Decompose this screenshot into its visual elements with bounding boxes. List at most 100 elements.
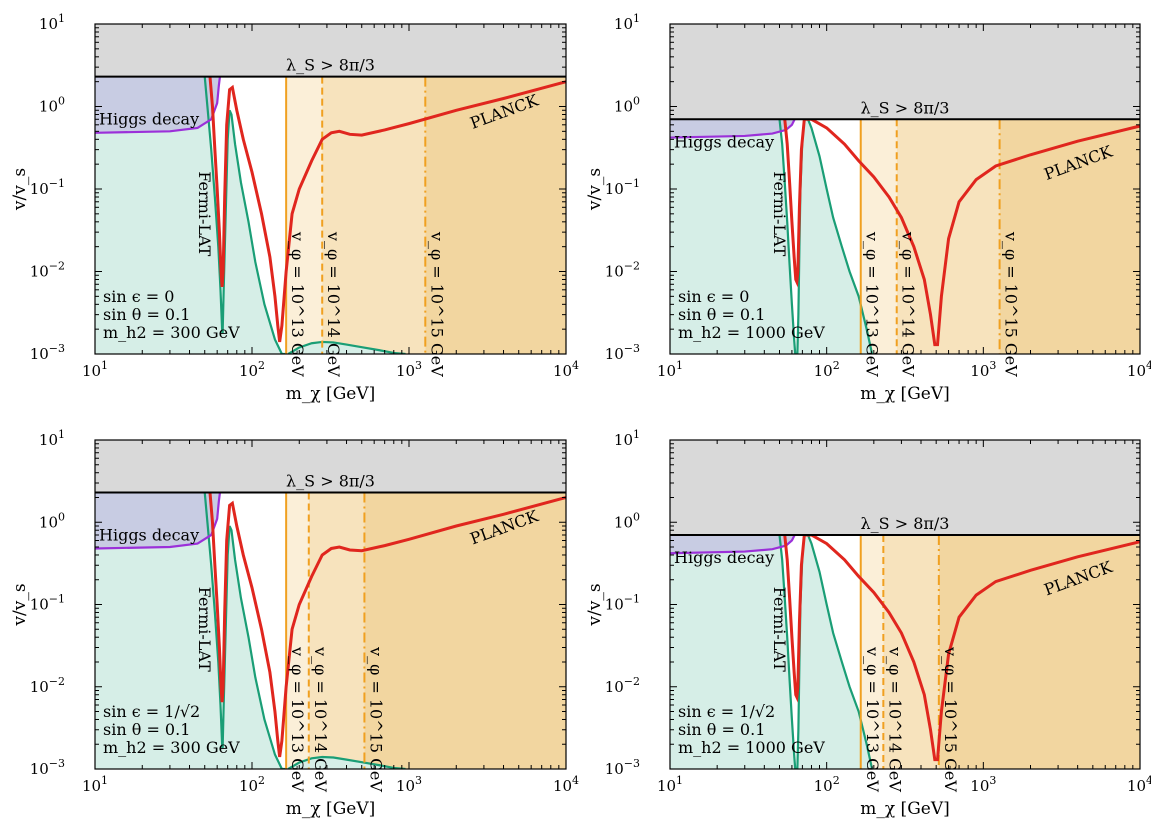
fermi-lat-region-right [288,756,406,769]
y-tick-exponent: −2 [49,675,65,688]
x-tick-exponent: 3 [415,774,422,787]
band-vphi-13-14 [860,119,897,354]
higgs-decay-region [95,76,220,133]
parameter-annotation: sin ϵ = 0 [678,287,749,306]
x-tick-label: 104 [553,359,579,380]
perturbativity-region [95,24,566,77]
y-tick-label: 10−1 [30,593,65,614]
y-tick-label: 101 [614,12,640,33]
x-tick-label: 103 [970,774,996,795]
x-tick-exponent: 2 [833,359,840,372]
y-tick-label: 10−2 [30,260,65,281]
x-tick-exponent: 4 [572,359,579,372]
x-tick-label: 104 [553,774,579,795]
parameter-annotation: m_h2 = 1000 GeV [678,738,825,757]
x-axis-label: m_χ [GeV] [860,384,950,404]
vphi-label-13: v_φ = 10^13 GeV [288,646,307,792]
vphi-label-15: v_φ = 10^15 GeV [366,646,385,792]
plot-area [95,440,566,769]
x-tick-label: 103 [396,774,422,795]
plot-area [670,24,1140,354]
x-tick-exponent: 4 [1146,359,1151,372]
y-axis-label: v/v_s [10,168,30,211]
band-vphi-above-15 [425,76,566,354]
plot-area [95,24,566,354]
fermi-lat-region [95,492,286,769]
y-tick-label: 101 [614,428,640,449]
y-tick-label: 100 [614,95,640,116]
y-tick-label: 10−3 [30,342,65,363]
x-tick-label: 103 [970,359,996,380]
x-tick-exponent: 3 [989,359,996,372]
y-tick-exponent: 1 [633,428,640,441]
higgs-decay-label: Higgs decay [674,548,774,567]
y-tick-exponent: −2 [624,260,640,273]
x-tick-exponent: 1 [676,359,683,372]
y-tick-exponent: −1 [49,593,65,606]
band-vphi-13-14 [860,534,884,769]
higgs-decay-region [670,534,795,554]
x-tick-exponent: 3 [989,774,996,787]
y-axis-label: v/v_s [585,583,605,626]
y-tick-exponent: −1 [624,593,640,606]
y-tick-exponent: 0 [58,510,65,523]
fermi-lat-region [95,76,286,354]
fermi-lat-label: Fermi-LAT [195,587,214,672]
x-tick-exponent: 2 [258,359,265,372]
y-tick-exponent: 1 [633,12,640,25]
y-tick-exponent: 0 [58,95,65,108]
y-tick-exponent: −2 [49,260,65,273]
parameter-annotation: sin θ = 0.1 [678,720,765,739]
x-tick-label: 104 [1127,774,1151,795]
y-tick-label: 10−3 [605,757,640,778]
vphi-label-14: v_φ = 10^14 GeV [311,646,330,792]
x-tick-exponent: 3 [415,359,422,372]
x-tick-exponent: 1 [101,359,108,372]
x-tick-exponent: 4 [1146,774,1151,787]
y-axis-label: v/v_s [585,168,605,211]
y-tick-label: 10−1 [30,177,65,198]
x-axis-label: m_χ [GeV] [286,799,376,819]
y-tick-label: 100 [614,510,640,531]
y-tick-exponent: −3 [49,757,65,770]
y-tick-label: 10−1 [605,177,640,198]
y-tick-label: 101 [39,428,65,449]
higgs-decay-label: Higgs decay [99,110,199,129]
y-tick-label: 10−3 [605,342,640,363]
ticks [94,23,567,355]
y-tick-exponent: −1 [624,177,640,190]
ticks [669,439,1141,770]
perturbativity-label: λ_S > 8π/3 [861,514,950,533]
y-tick-exponent: 1 [58,12,65,25]
parameter-annotation: sin ϵ = 1/√2 [678,702,775,721]
x-axis-label: m_χ [GeV] [860,799,950,819]
x-tick-exponent: 4 [572,774,579,787]
vphi-label-15: v_φ = 10^15 GeV [1002,231,1021,377]
parameter-annotation: sin ϵ = 0 [103,287,174,306]
vphi-label-14: v_φ = 10^14 GeV [324,231,343,377]
vphi-label-13: v_φ = 10^13 GeV [863,231,882,377]
higgs-decay-region [95,492,220,549]
y-tick-exponent: 1 [58,428,65,441]
fermi-lat-region [670,534,873,769]
y-tick-label: 10−2 [30,675,65,696]
parameter-annotation: sin θ = 0.1 [678,305,765,324]
x-tick-label: 102 [814,359,840,380]
higgs-decay-line [95,76,222,134]
band-vphi-above-15 [364,492,566,769]
y-tick-label: 10−1 [605,593,640,614]
higgs-decay-region [670,119,795,138]
fermi-lat-region-right [288,341,406,354]
x-axis-label: m_χ [GeV] [286,384,376,404]
fermi-lat-label: Fermi-LAT [770,587,789,672]
x-tick-exponent: 2 [258,774,265,787]
fermi-lat-line-right [287,340,406,354]
parameter-annotation: sin ϵ = 1/√2 [103,702,200,721]
vphi-label-13: v_φ = 10^13 GeV [288,231,307,377]
x-tick-label: 101 [657,774,683,795]
y-tick-label: 10−2 [605,675,640,696]
